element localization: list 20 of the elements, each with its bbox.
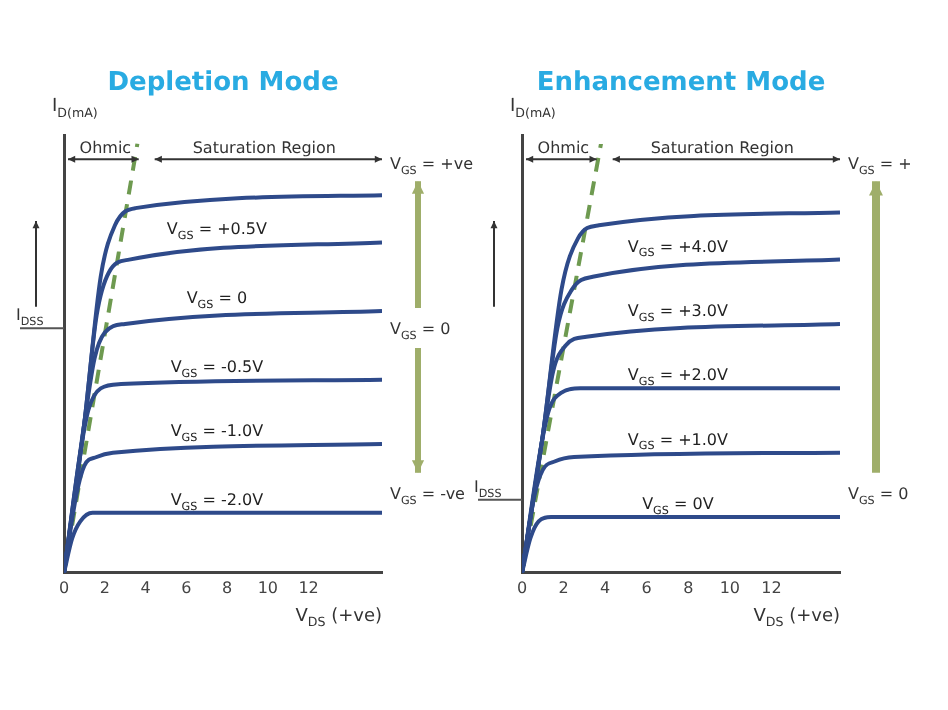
x-tick-label: 8 <box>683 578 694 597</box>
x-tick-label: 12 <box>298 578 319 597</box>
x-tick-label: 4 <box>140 578 151 597</box>
chart-title: Depletion Mode <box>107 68 339 99</box>
annotation: Ohmic <box>79 139 132 158</box>
x-tick-label: 10 <box>257 578 279 597</box>
x-tick-label: 8 <box>221 578 233 597</box>
x-tick-label: 6 <box>181 578 192 597</box>
annotation: Saturation Region <box>650 139 794 158</box>
chart-title: Enhancement Mode <box>536 68 826 99</box>
x-tick-label: 0 <box>58 578 70 597</box>
x-tick-label: 0 <box>516 578 528 597</box>
x-tick-label: 6 <box>641 578 652 597</box>
x-tick-label: 12 <box>761 578 782 597</box>
x-tick-label: 10 <box>719 578 741 597</box>
x-tick-label: 4 <box>600 578 611 597</box>
annotation: Ohmic <box>537 139 590 158</box>
x-tick-label: 2 <box>558 578 569 597</box>
annotation: Saturation Region <box>192 139 336 158</box>
x-tick-label: 2 <box>99 578 110 597</box>
